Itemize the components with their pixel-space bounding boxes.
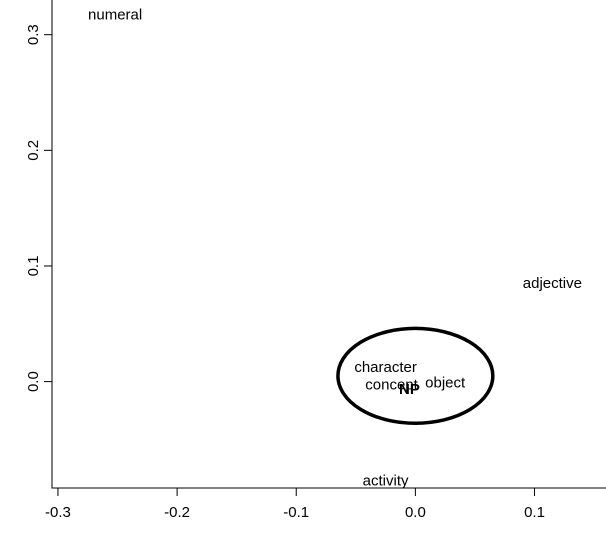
point-label-np: NP [399, 381, 420, 398]
x-tick-label: -0.1 [283, 504, 309, 521]
point-label-activity: activity [363, 473, 409, 490]
point-label-numeral: numeral [88, 7, 142, 24]
x-tick-label: 0.0 [405, 504, 426, 521]
point-label-adjective: adjective [523, 275, 582, 292]
point-label-object: object [425, 374, 466, 391]
y-tick-label: 0.0 [25, 371, 42, 392]
y-tick-label: 0.2 [25, 140, 42, 161]
y-axis: 0.0 0.1 0.2 0.3 [25, 24, 52, 392]
x-axis: -0.3 -0.2 -0.1 0.0 0.1 [45, 488, 545, 521]
point-label-character: character [354, 359, 417, 376]
x-tick-label: -0.2 [164, 504, 190, 521]
confidence-ellipse [336, 326, 495, 425]
point-label-concept: concept [365, 377, 418, 394]
x-tick-label: -0.3 [45, 504, 71, 521]
y-tick-label: 0.3 [25, 24, 42, 45]
x-tick-label: 0.1 [524, 504, 545, 521]
y-tick-label: 0.1 [25, 256, 42, 277]
plot-frame [51, 0, 606, 489]
